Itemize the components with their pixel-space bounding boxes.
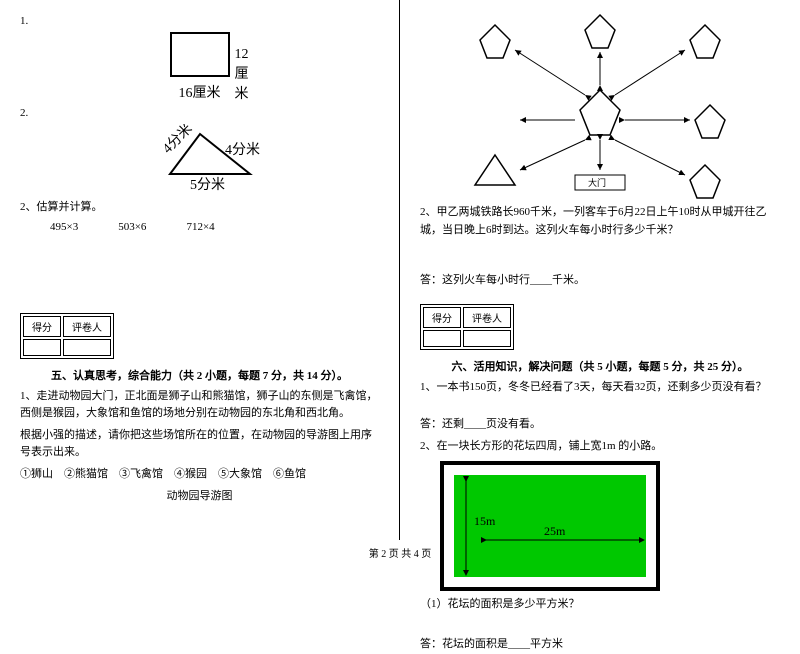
triangle-svg: 4分米 4分米 5分米 — [130, 124, 270, 194]
zoo-q1: 1、走进动物园大门，正北面是狮子山和熊猫馆，狮子山的东侧是飞禽馆，西侧是猴园，大… — [20, 388, 379, 423]
flower-sub-q: （1）花坛的面积是多少平方米？ — [420, 596, 780, 614]
svg-text:大门: 大门 — [588, 177, 606, 188]
q2-number: 2. — [20, 107, 379, 119]
flower-bed-figure: 15m 25m — [440, 461, 660, 591]
svg-text:25m: 25m — [544, 524, 566, 538]
tri-right-label: 4分米 — [225, 142, 260, 158]
train-question: 2、甲乙两城铁路长960千米，一列客车于6月22日上午10时从甲城开往乙城，当日… — [420, 204, 780, 239]
calc-2: 503×6 — [118, 221, 146, 233]
rect-right-label: 12厘米 — [235, 47, 249, 103]
zoo-map: 大门 — [460, 10, 740, 200]
calc-1: 495×3 — [50, 221, 78, 233]
zoo-legend: ①狮山 ②熊猫馆 ③飞禽馆 ④猴园 ⑤大象馆 ⑥鱼馆 — [20, 466, 379, 484]
svg-text:15m: 15m — [474, 514, 496, 528]
book-question: 1、一本书150页，冬冬已经看了3天，每天看32页，还剩多少页没有看？ — [420, 379, 780, 397]
zoo-q2: 根据小强的描述，请你把这些场馆所在的位置，在动物园的导游图上用序号表示出来。 — [20, 427, 379, 462]
score-box-5: 得分评卷人 — [20, 313, 114, 359]
zoo-map-svg: 大门 — [460, 10, 740, 200]
rect-bottom-label: 16厘米 — [170, 82, 230, 102]
score-box-6: 得分评卷人 — [420, 304, 514, 350]
q1-number: 1. — [20, 15, 379, 27]
tri-left-label: 4分米 — [159, 124, 195, 157]
zoo-caption: 动物园导游图 — [20, 488, 379, 506]
triangle-figure: 4分米 4分米 5分米 — [20, 124, 379, 194]
flower-answer: 答：花坛的面积是____平方米 — [420, 636, 780, 654]
section-5-title: 五、认真思考，综合能力（共 2 小题，每题 7 分，共 14 分）。 — [20, 367, 379, 383]
book-answer: 答：还剩____页没有看。 — [420, 416, 780, 434]
page-footer: 第 2 页 共 4 页 — [0, 540, 800, 560]
section-6-title: 六、活用知识，解决问题（共 5 小题，每题 5 分，共 25 分）。 — [420, 358, 780, 374]
calc-3: 712×4 — [186, 221, 214, 233]
rectangle-figure: 12厘米 16厘米 — [20, 32, 379, 102]
train-answer: 答：这列火车每小时行____千米。 — [420, 272, 780, 290]
calc-title: 2、估算并计算。 — [20, 199, 379, 217]
tri-bottom-label: 5分米 — [190, 177, 225, 193]
flower-question: 2、在一块长方形的花坛四周，铺上宽1m 的小路。 — [420, 438, 780, 456]
